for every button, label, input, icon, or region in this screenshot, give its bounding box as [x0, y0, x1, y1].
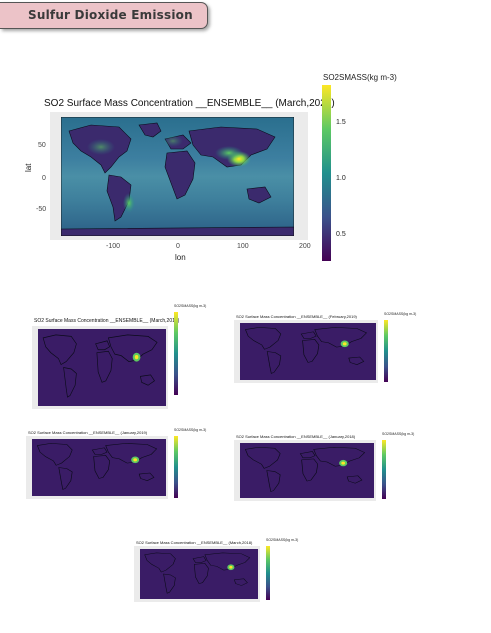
thumbnail-title: SO2 Surface Mass Concentration __ENSEMBL…: [34, 318, 180, 324]
thumbnail-world-map-svg: [240, 323, 376, 380]
y-tick-label: 0: [42, 175, 46, 182]
thumbnail-colorbar-title: SO2SMASS(kg m-3): [266, 538, 299, 542]
thumbnail-map-image: [240, 443, 374, 498]
colorbar-title: SO2SMASS(kg m-3): [323, 73, 397, 82]
thumbnail-map-image: [240, 323, 376, 380]
x-tick-label: 200: [299, 243, 311, 250]
thumbnail-colorbar-title: SO2SMASS(kg m-3): [174, 304, 207, 308]
x-tick-label: -100: [106, 243, 121, 250]
colorbar: [322, 85, 331, 261]
y-tick-label: 50: [38, 142, 46, 149]
thumbnail-map-plot: SO2 Surface Mass Concentration __ENSEMBL…: [24, 428, 206, 510]
thumbnail-world-map-svg: [38, 329, 166, 406]
x-tick-label: 100: [237, 243, 249, 250]
thumbnail-world-map-svg: [240, 443, 374, 498]
thumbnail-map-plot: SO2 Surface Mass Concentration __ENSEMBL…: [232, 432, 414, 510]
thumbnail-map-image: [32, 439, 166, 496]
thumbnail-title: SO2 Surface Mass Concentration __ENSEMBL…: [236, 434, 356, 439]
thumbnail-world-map-svg: [140, 549, 258, 599]
thumbnail-map-image: [140, 549, 258, 599]
colorbar-tick-label: 1.0: [336, 175, 346, 182]
world-map-svg: [61, 117, 294, 236]
section-header-title: Sulfur Dioxide Emission: [28, 8, 193, 22]
thumbnail-colorbar-title: SO2SMASS(kg m-3): [174, 428, 207, 432]
thumbnail-colorbar: [174, 436, 178, 498]
thumbnail-colorbar: [382, 440, 386, 499]
thumbnail-map-image: [38, 329, 166, 406]
thumbnail-map-plot: SO2 Surface Mass Concentration __ENSEMBL…: [232, 312, 416, 394]
thumbnail-colorbar-title: SO2SMASS(kg m-3): [382, 432, 415, 436]
thumbnail-world-map-svg: [32, 439, 166, 496]
thumbnail-colorbar-title: SO2SMASS(kg m-3): [384, 312, 417, 316]
section-header-tab: Sulfur Dioxide Emission: [0, 2, 208, 29]
colorbar-tick-label: 0.5: [336, 231, 346, 238]
main-map-image: [61, 117, 294, 236]
thumbnail-colorbar: [384, 320, 388, 382]
thumbnail-colorbar: [266, 546, 270, 600]
thumbnail-title: SO2 Surface Mass Concentration __ENSEMBL…: [136, 540, 253, 545]
colorbar-tick-label: 1.5: [336, 119, 346, 126]
y-tick-label: -50: [36, 206, 47, 213]
thumbnail-map-plot: SO2 Surface Mass Concentration __ENSEMBL…: [132, 538, 298, 610]
thumbnail-title: SO2 Surface Mass Concentration __ENSEMBL…: [236, 314, 357, 319]
main-plot-title: SO2 Surface Mass Concentration __ENSEMBL…: [44, 98, 335, 109]
thumbnail-map-plot: SO2 Surface Mass Concentration __ENSEMBL…: [30, 300, 206, 410]
y-axis-label: lat: [24, 163, 33, 172]
thumbnail-colorbar: [174, 312, 178, 395]
main-map-plot: SO2 Surface Mass Concentration __ENSEMBL…: [0, 0, 491, 280]
thumbnail-title: SO2 Surface Mass Concentration __ENSEMBL…: [28, 430, 148, 435]
x-axis-label: lon: [175, 253, 186, 262]
x-tick-label: 0: [176, 243, 180, 250]
